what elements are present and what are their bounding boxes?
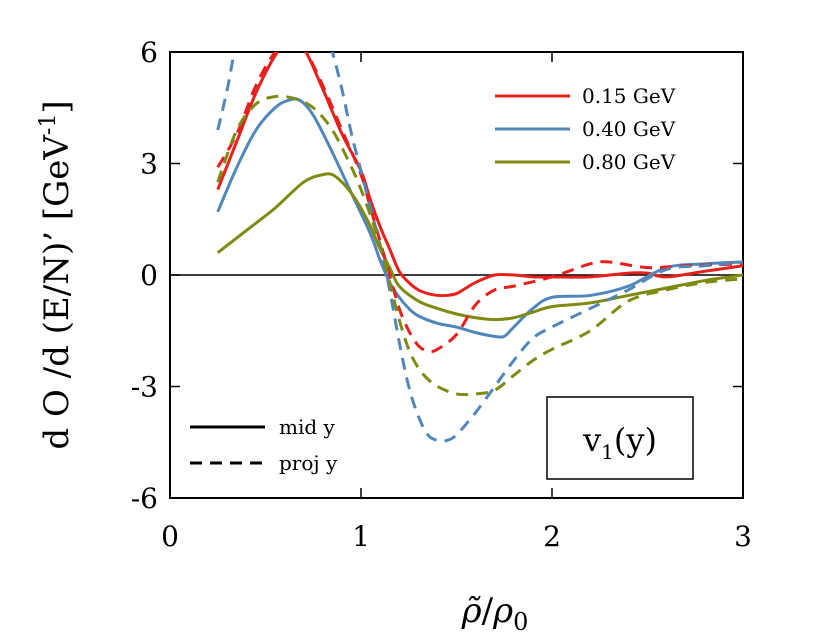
series-line-3: [216, 52, 743, 354]
x-tick-label: 2: [543, 520, 561, 553]
style-legend: mid y proj y: [190, 415, 338, 475]
annotation-text: v1(y): [582, 421, 657, 464]
y-tick-label: 3: [140, 148, 158, 181]
legend: 0.15 GeV 0.40 GeV 0.80 GeV: [495, 84, 676, 174]
legend-label-0: 0.15 GeV: [582, 84, 676, 108]
series-line-5: [216, 94, 743, 397]
series-group: [216, 52, 743, 443]
y-tick-label: -6: [131, 482, 158, 515]
x-tick-label: 1: [352, 520, 370, 553]
legend-label-2: 0.80 GeV: [582, 150, 676, 174]
series-line-2: [216, 172, 743, 322]
x-tick-label: 0: [161, 520, 179, 553]
y-tick-label: 0: [140, 259, 158, 292]
y-axis-title: d O /d (E/N)’ [GeV-1]: [36, 100, 77, 449]
series-line-4: [216, 52, 743, 443]
axis-ticks: 0 1 2 3 6 3 0 -3 -6: [131, 36, 752, 553]
y-tick-label: 6: [140, 36, 158, 69]
y-tick-label: -3: [131, 371, 158, 404]
style-label-solid: mid y: [279, 415, 336, 439]
style-label-dashed: proj y: [279, 451, 338, 475]
annotation-box: v1(y): [546, 396, 694, 480]
x-axis-title: ρ̃/ρ0: [461, 591, 529, 636]
x-tick-label: 3: [734, 520, 752, 553]
annotation-frame: [546, 396, 694, 480]
series-line-0: [216, 52, 743, 298]
legend-label-1: 0.40 GeV: [582, 117, 676, 141]
